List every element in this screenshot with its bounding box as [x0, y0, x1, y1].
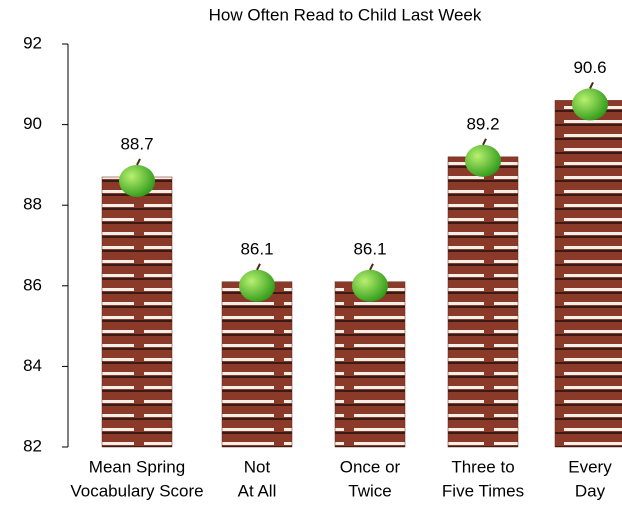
x-tick-label: Day	[575, 481, 606, 500]
apple-icon	[119, 164, 155, 197]
y-tick-label: 86	[23, 275, 42, 294]
value-label: 89.2	[466, 114, 499, 133]
apple-icon	[239, 269, 275, 302]
apple-icon	[352, 269, 388, 302]
x-tick-label: Once or	[340, 457, 401, 476]
x-tick-label: Five Times	[442, 481, 524, 500]
value-label: 86.1	[353, 239, 386, 258]
bar	[221, 281, 293, 448]
apple-stem	[369, 263, 374, 271]
value-label: 86.1	[240, 239, 273, 258]
apple-stem	[256, 263, 261, 271]
bar	[101, 176, 173, 448]
x-tick-label: Vocabulary Score	[70, 481, 203, 500]
bar	[334, 281, 406, 448]
value-label: 88.7	[120, 134, 153, 153]
x-tick-label: Every	[568, 457, 612, 476]
apple-icon	[572, 88, 608, 121]
y-tick-label: 88	[23, 195, 42, 214]
x-tick-label: Not	[244, 457, 271, 476]
apple-icon	[465, 144, 501, 177]
x-tick-label: Three to	[451, 457, 514, 476]
apple-stem	[136, 158, 141, 166]
x-tick-label: Twice	[348, 481, 391, 500]
apple-stem	[482, 138, 487, 146]
bar	[554, 100, 622, 448]
value-label: 90.6	[573, 58, 606, 77]
y-tick-label: 84	[23, 356, 42, 375]
y-tick-label: 82	[23, 436, 42, 455]
y-tick-label: 90	[23, 114, 42, 133]
apple-stem	[589, 81, 594, 89]
bar	[447, 156, 519, 448]
x-tick-label: Mean Spring	[89, 457, 185, 476]
y-tick-label: 92	[23, 33, 42, 52]
x-tick-label: At All	[238, 481, 277, 500]
chart-title: How Often Read to Child Last Week	[209, 5, 482, 24]
